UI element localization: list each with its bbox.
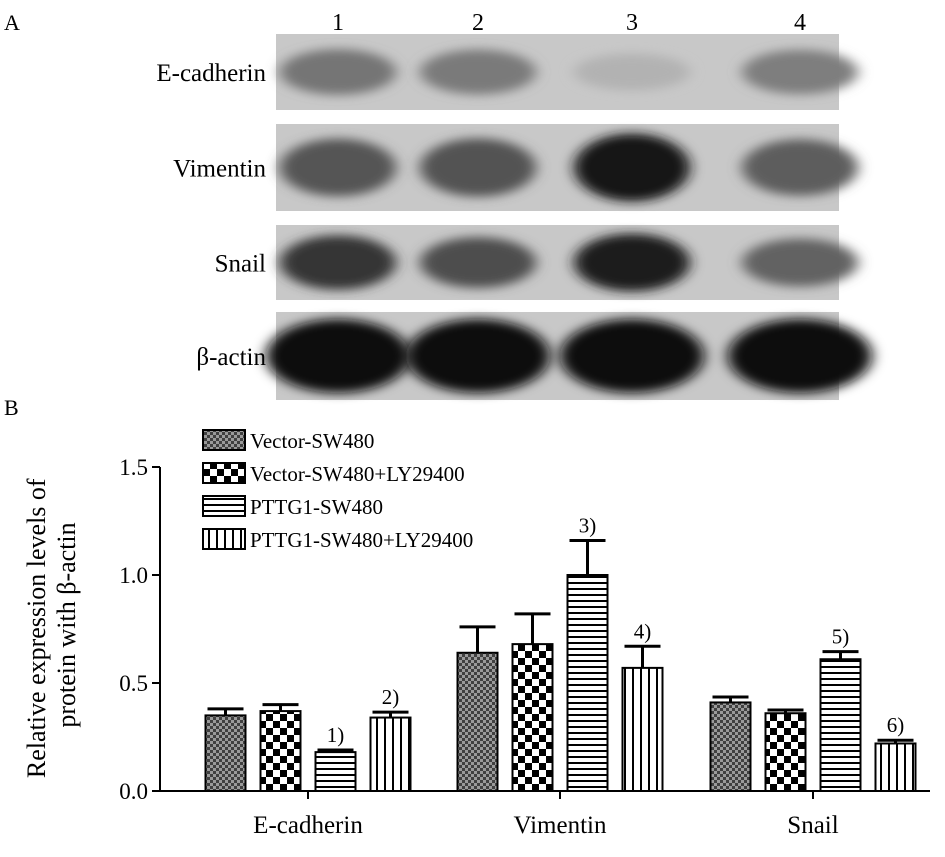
blot-band xyxy=(420,237,536,288)
blot-row: Snail xyxy=(215,225,858,300)
western-blot: E-cadherin Vimentin Snail β-actin xyxy=(156,34,872,400)
lane-numbers: 1 2 3 4 xyxy=(332,10,806,36)
legend: Vector-SW480 Vector-SW480+LY29400 PTTG1-SW… xyxy=(202,429,473,552)
blot-band xyxy=(742,139,858,196)
blot-band xyxy=(266,319,410,393)
blot-band xyxy=(420,49,536,95)
significance-annotation: 5) xyxy=(832,625,850,649)
bar xyxy=(369,716,412,792)
y-axis-label: Relative expression levels of protein wi… xyxy=(22,472,81,778)
bar xyxy=(204,714,247,793)
blot-band xyxy=(420,138,536,197)
series-group xyxy=(204,625,752,793)
blot-row-label: Vimentin xyxy=(173,156,266,183)
blot-band xyxy=(574,133,690,202)
legend-label: Vector-SW480+LY29400 xyxy=(250,462,465,486)
lane-number: 4 xyxy=(794,10,806,36)
lane-number: 1 xyxy=(332,10,344,36)
bar xyxy=(456,651,499,793)
panel-letter-a: A xyxy=(4,10,20,35)
series-group xyxy=(314,538,862,792)
blot-band xyxy=(280,49,396,95)
bar xyxy=(511,643,554,792)
blot-band xyxy=(560,319,704,393)
blot-row: E-cadherin xyxy=(156,34,858,110)
blot-band xyxy=(574,233,690,292)
y-tick-label: 1.5 xyxy=(119,455,148,480)
bar xyxy=(566,574,609,792)
legend-item: Vector-SW480 xyxy=(202,429,374,453)
blot-row: Vimentin xyxy=(173,124,858,211)
legend-label: PTTG1-SW480+LY29400 xyxy=(250,528,473,552)
legend-swatch xyxy=(202,429,246,451)
lane-number: 3 xyxy=(626,10,638,36)
significance-annotation: 2) xyxy=(382,685,400,709)
significance-annotation: 3) xyxy=(579,513,597,537)
bar xyxy=(314,751,357,792)
bar-series: 1) 2) 3) 4) 5) 6) xyxy=(204,513,917,793)
x-tick-label: Snail xyxy=(787,812,838,839)
significance-annotation: 4) xyxy=(634,619,652,643)
legend-label: Vector-SW480 xyxy=(250,429,374,453)
y-tick-label: 0.0 xyxy=(119,779,148,804)
legend-swatch xyxy=(202,528,246,550)
bar xyxy=(621,666,664,793)
lane-number: 2 xyxy=(472,10,484,36)
series-group xyxy=(259,612,807,793)
panel-letter-b: B xyxy=(4,395,19,420)
blot-band xyxy=(406,319,550,393)
blot-band xyxy=(280,138,396,197)
significance-annotation: 6) xyxy=(887,713,905,737)
blot-row-label: β-actin xyxy=(196,344,266,371)
legend-item: PTTG1-SW480+LY29400 xyxy=(202,528,473,552)
blot-band xyxy=(742,238,858,287)
significance-annotation: 1) xyxy=(327,723,345,747)
bar xyxy=(709,701,752,792)
blot-row-label: E-cadherin xyxy=(156,60,266,87)
bar xyxy=(819,658,862,792)
legend-label: PTTG1-SW480 xyxy=(250,495,383,519)
bar xyxy=(259,710,302,793)
legend-item: PTTG1-SW480 xyxy=(202,495,383,519)
blot-band xyxy=(728,319,872,393)
bar xyxy=(874,742,917,792)
blot-row-label: Snail xyxy=(215,251,266,278)
x-tick-label: Vimentin xyxy=(514,812,607,839)
blot-band xyxy=(574,53,690,91)
y-tick-label: 0.5 xyxy=(119,671,148,696)
y-tick-label: 1.0 xyxy=(119,563,148,588)
x-tick-label: E-cadherin xyxy=(253,812,363,839)
blot-band xyxy=(280,235,396,290)
series-group xyxy=(369,644,917,793)
legend-swatch xyxy=(202,495,246,517)
blot-band xyxy=(742,49,858,95)
bar xyxy=(764,712,807,792)
legend-item: Vector-SW480+LY29400 xyxy=(202,462,465,486)
legend-swatch xyxy=(202,462,246,484)
blot-row: β-actin xyxy=(196,312,872,400)
